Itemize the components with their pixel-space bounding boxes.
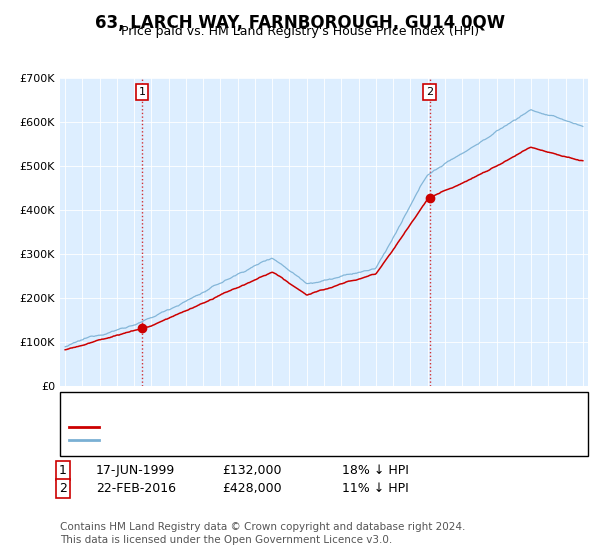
Text: 22-FEB-2016: 22-FEB-2016 (96, 482, 176, 495)
Text: 63, LARCH WAY, FARNBOROUGH, GU14 0QW (detached house): 63, LARCH WAY, FARNBOROUGH, GU14 0QW (de… (102, 420, 496, 433)
Text: 2: 2 (59, 482, 67, 495)
Text: Contains HM Land Registry data © Crown copyright and database right 2024.: Contains HM Land Registry data © Crown c… (60, 522, 466, 532)
Text: Price paid vs. HM Land Registry's House Price Index (HPI): Price paid vs. HM Land Registry's House … (121, 25, 479, 38)
Text: £132,000: £132,000 (222, 464, 281, 477)
Text: This data is licensed under the Open Government Licence v3.0.: This data is licensed under the Open Gov… (60, 535, 392, 545)
Text: 63, LARCH WAY, FARNBOROUGH, GU14 0QW: 63, LARCH WAY, FARNBOROUGH, GU14 0QW (95, 14, 505, 32)
Text: 17-JUN-1999: 17-JUN-1999 (96, 464, 175, 477)
Text: 2: 2 (426, 87, 433, 97)
Text: 1: 1 (139, 87, 146, 97)
Text: 11% ↓ HPI: 11% ↓ HPI (342, 482, 409, 495)
Text: 18% ↓ HPI: 18% ↓ HPI (342, 464, 409, 477)
Text: £428,000: £428,000 (222, 482, 281, 495)
Text: 1: 1 (59, 464, 67, 477)
Text: HPI: Average price, detached house, Rushmoor: HPI: Average price, detached house, Rush… (102, 433, 397, 447)
